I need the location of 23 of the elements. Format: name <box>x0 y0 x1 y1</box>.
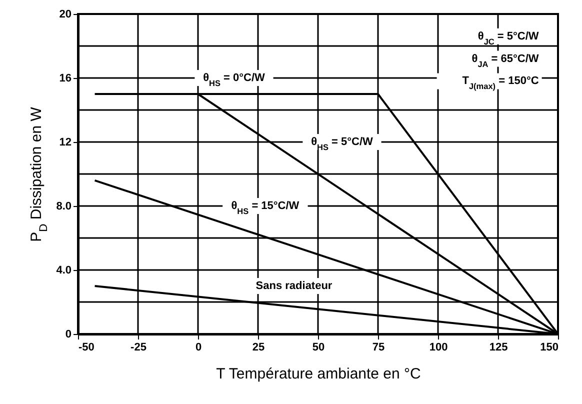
y-tick-label: 20 <box>59 8 72 20</box>
x-tick-label: -50 <box>78 342 94 354</box>
annotation: θ$_{HS}$ = 0°C/W <box>203 72 266 88</box>
y-tick-label: 16 <box>59 72 72 84</box>
annotation: Sans radiateur <box>256 280 333 292</box>
y-tick-label: 12 <box>59 136 72 148</box>
x-tick-label: 100 <box>429 342 448 354</box>
x-tick-label: 150 <box>540 342 558 354</box>
annotation: θ$_{JA}$ = 65°C/W <box>472 52 540 68</box>
annotation: T$_{J(max)}$ = 150°C <box>462 75 539 91</box>
x-tick-label: 50 <box>312 342 325 354</box>
x-axis-title: T Température ambiante en °C <box>216 366 422 382</box>
y-tick-label: 0 <box>65 328 72 340</box>
x-tick-label: 125 <box>489 342 508 354</box>
x-tick-label: 0 <box>195 342 202 354</box>
annotation: θ$_{HS}$ = 15°C/W <box>231 200 300 216</box>
annotation: θ$_{HS}$ = 5°C/W <box>311 136 374 152</box>
annotation: θ$_{JC}$ = 5°C/W <box>478 30 540 46</box>
y-tick-label: 4.0 <box>56 264 72 276</box>
y-tick-label: 8.0 <box>56 200 72 212</box>
x-tick-label: 25 <box>252 342 265 354</box>
x-tick-label: 75 <box>372 342 385 354</box>
x-tick-label: -25 <box>130 342 146 354</box>
